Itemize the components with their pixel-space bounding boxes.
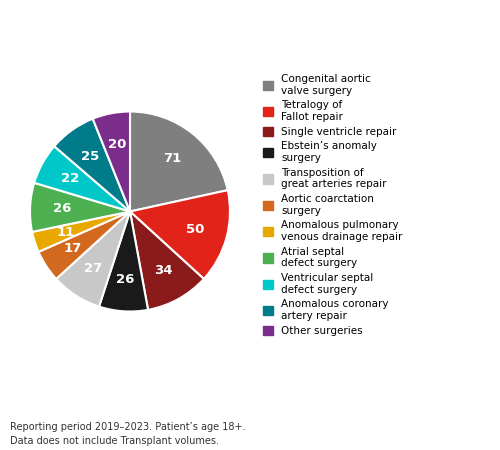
Text: 26: 26 — [53, 202, 72, 215]
Wedge shape — [130, 190, 230, 279]
Wedge shape — [30, 183, 130, 232]
Text: 50: 50 — [186, 223, 205, 236]
Wedge shape — [92, 112, 130, 212]
Legend: Congenital aortic
valve surgery, Tetralogy of
Fallot repair, Single ventricle re: Congenital aortic valve surgery, Tetralo… — [262, 74, 402, 336]
Text: 26: 26 — [116, 273, 134, 286]
Text: 71: 71 — [164, 152, 182, 165]
Wedge shape — [32, 212, 130, 252]
Text: Reporting period 2019–2023. Patient’s age 18+.
Data does not include Transplant : Reporting period 2019–2023. Patient’s ag… — [10, 422, 246, 446]
Wedge shape — [130, 212, 204, 310]
Wedge shape — [130, 112, 228, 212]
Wedge shape — [34, 146, 130, 212]
Wedge shape — [99, 212, 148, 311]
Wedge shape — [38, 212, 130, 279]
Text: 34: 34 — [154, 265, 172, 278]
Text: 25: 25 — [82, 150, 100, 163]
Text: 27: 27 — [84, 262, 102, 275]
Text: 11: 11 — [56, 226, 74, 239]
Text: 22: 22 — [61, 172, 80, 185]
Text: 17: 17 — [64, 242, 82, 255]
Text: 20: 20 — [108, 138, 126, 151]
Wedge shape — [56, 212, 130, 306]
Wedge shape — [54, 119, 130, 212]
